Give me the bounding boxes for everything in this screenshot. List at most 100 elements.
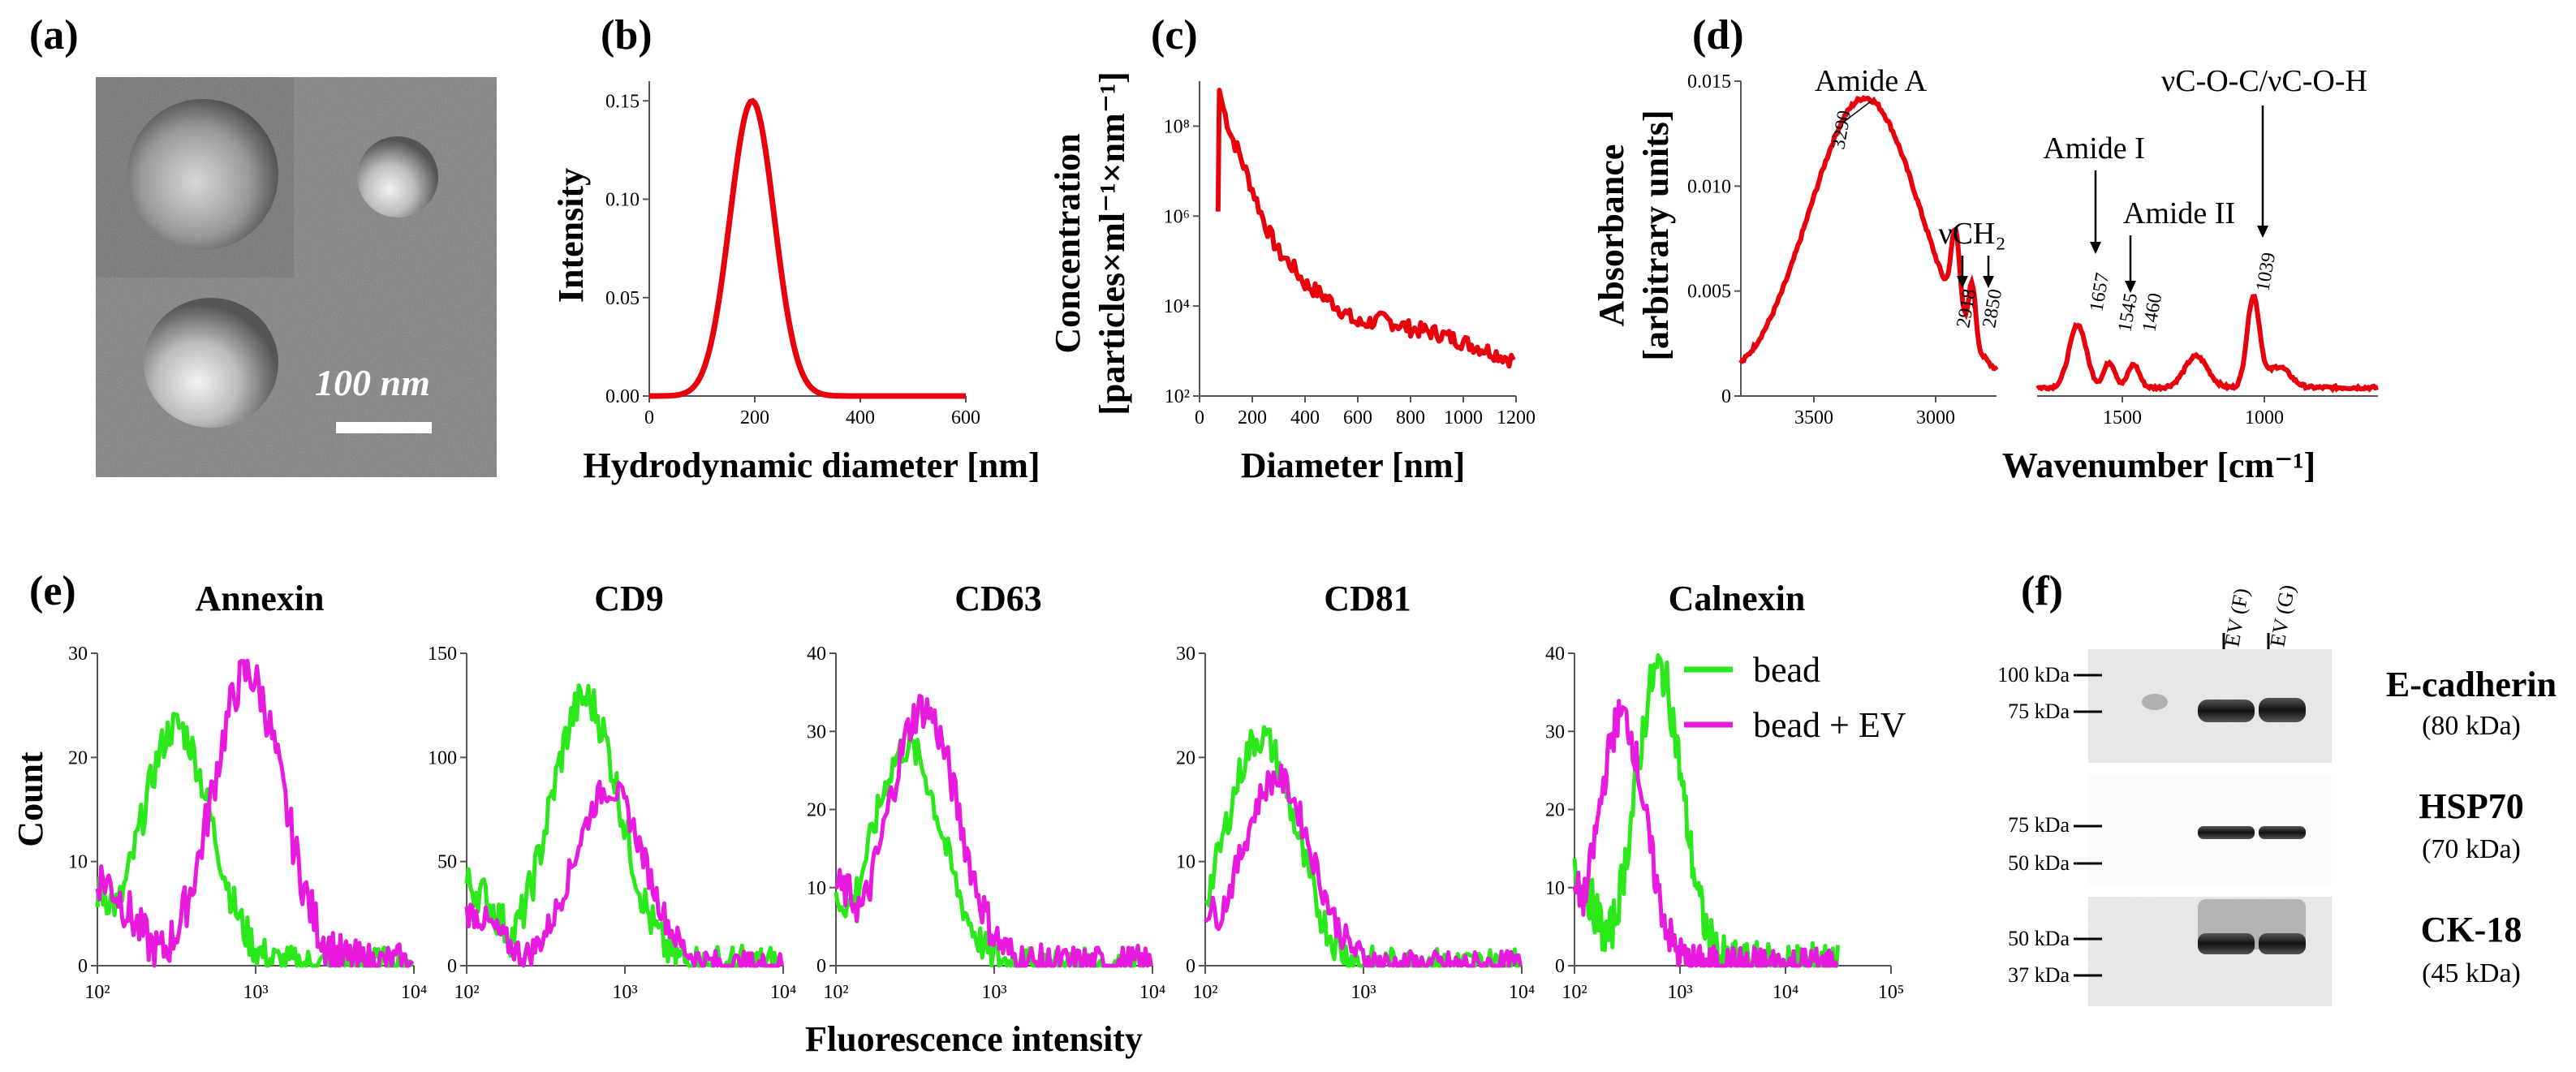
hist-ytick-label: 20 — [1176, 747, 1195, 768]
panel-b: (b) 0 200 400 600 0.00 0.05 0.10 0.15 Hydrodyna… — [551, 12, 1040, 485]
d-ann-amide-i: Amide I — [2043, 131, 2145, 166]
d-xtick-label: 3000 — [1916, 407, 1955, 428]
hist-ytick-label: 30 — [68, 644, 88, 665]
c-xtick-label: 400 — [1290, 407, 1320, 428]
b-ytick-label: 0.05 — [605, 288, 640, 309]
c-xtick-label: 600 — [1343, 407, 1372, 428]
hist-xtick-label: 10⁴ — [401, 982, 427, 1003]
marker-hsp-75: 75 kDa — [2008, 813, 2070, 837]
hist-ytick-label: 30 — [1545, 721, 1565, 743]
d-series-line-left — [1738, 95, 1999, 372]
hist-ytick-label: 20 — [68, 747, 88, 768]
panel-d-ylabel-line1: Absorbance — [1592, 144, 1631, 327]
hist-series-ev — [1572, 699, 1839, 968]
blot-ecadherin-band-g — [2259, 698, 2306, 722]
d-ann-vcoc-arrowhead — [2257, 226, 2268, 238]
blot-hsp70-band-g — [2259, 826, 2306, 839]
blot-row-kda-ck18: (45 kDa) — [2422, 958, 2521, 988]
hist-series-bead — [1572, 652, 1840, 968]
vesicle-2 — [357, 136, 438, 217]
hist-title: CD9 — [594, 579, 664, 618]
scale-bar — [336, 422, 432, 433]
d-ann-3290-line — [1843, 101, 1872, 123]
d-ytick-label: 0.010 — [1687, 176, 1731, 197]
b-ytick-label: 0.15 — [605, 91, 640, 112]
c-xtick-label: 800 — [1396, 407, 1425, 428]
d-ann-vcoc: νC-O-C/νC-O-H — [2161, 64, 2367, 98]
hist-xtick-label: 10⁵ — [1878, 982, 1904, 1003]
panel-a-letter: (a) — [29, 12, 79, 58]
hist-xtick-label: 10² — [454, 982, 479, 1003]
panel-a: (a) 100 nm — [29, 12, 497, 477]
blot-row-name-ecadherin: E-cadherin — [2386, 665, 2557, 704]
c-xtick-label: 1000 — [1444, 407, 1483, 428]
hist-ytick-label: 0 — [447, 956, 457, 977]
d-ann-vch2-arrowhead — [1983, 276, 1994, 288]
marker-ck-37: 37 kDa — [2008, 963, 2070, 987]
lane-label-ev-g: EV (G) — [2265, 583, 2299, 648]
b-ytick-label: 0.00 — [605, 386, 640, 407]
scale-bar-label: 100 nm — [315, 362, 430, 403]
d-ann-amide-a: Amide A — [1815, 64, 1928, 98]
hist-series-bead — [1204, 725, 1521, 968]
panel-d-letter: (d) — [1692, 12, 1744, 58]
hist-ytick-label: 20 — [1545, 800, 1565, 821]
hist-ytick-label: 50 — [437, 852, 457, 873]
d-ann-amide-ii-arrowhead — [2125, 281, 2136, 293]
hist-xtick-label: 10² — [84, 982, 110, 1003]
hist-series-ev — [95, 658, 415, 968]
hist-title: Annexin — [196, 579, 325, 618]
hist-ytick-label: 10 — [68, 852, 88, 873]
blot-ecadherin-faint-band — [2142, 694, 2168, 710]
hist-xtick-label: 10³ — [243, 982, 268, 1003]
d-ann-1460: 1460 — [2139, 291, 2166, 334]
hist-ytick-label: 40 — [1545, 644, 1565, 665]
d-ytick-label: 0.005 — [1687, 282, 1731, 303]
hist-xtick-label: 10² — [823, 982, 848, 1003]
panel-e-ylabel: Count — [11, 751, 50, 847]
blot-row-name-hsp70: HSP70 — [2419, 786, 2524, 826]
panel-c-xlabel: Diameter [nm] — [1241, 446, 1466, 485]
hist-xtick-label: 10⁴ — [770, 982, 796, 1003]
hist-ytick-label: 100 — [428, 747, 457, 768]
panel-b-ylabel: Intensity — [551, 168, 591, 303]
d-ann-vch2-arrowhead — [1957, 276, 1968, 288]
hist-series-ev — [1204, 763, 1523, 968]
hist-xtick-label: 10² — [1562, 982, 1587, 1003]
panel-c-letter: (c) — [1151, 12, 1198, 58]
blot-row-name-ck18: CK-18 — [2421, 910, 2522, 949]
hist-title: CD63 — [954, 579, 1042, 618]
hist-ytick-label: 10 — [1545, 878, 1565, 899]
d-ann-1545: 1545 — [2114, 291, 2142, 334]
marker-hsp-50: 50 kDa — [2008, 851, 2070, 875]
hist-ytick-label: 10 — [807, 878, 826, 899]
c-xtick-label: 1200 — [1497, 407, 1536, 428]
d-ann-vch2: νCH₂ — [1938, 217, 2005, 251]
hist-ytick-label: 0 — [1555, 956, 1565, 977]
b-series-line — [649, 97, 966, 399]
d-ytick-label: 0 — [1721, 386, 1731, 407]
panel-e-xlabel: Fluorescence intensity — [805, 1019, 1143, 1059]
hist-ytick-label: 20 — [807, 800, 826, 821]
panel-f-letter: (f) — [2021, 568, 2063, 614]
panel-b-letter: (b) — [601, 12, 653, 58]
hist-title: CD81 — [1324, 579, 1411, 618]
panel-b-plot: 0 200 400 600 0.00 0.05 0.10 0.15 — [605, 81, 980, 428]
blot-ck18-band-g — [2259, 933, 2306, 954]
c-ytick-label: 10² — [1165, 386, 1190, 407]
c-xtick-label: 0 — [1195, 407, 1204, 428]
d-ann-amide-i-arrowhead — [2090, 242, 2101, 254]
hist-xtick-label: 10⁴ — [1509, 982, 1535, 1003]
panel-f: (f) EV (F) EV (G) 100 kDa 75 kDa E-cadhe… — [1997, 568, 2557, 1006]
panel-d-ylabel-line2: [arbitrary units] — [1636, 110, 1676, 360]
marker-ecad-75: 75 kDa — [2008, 700, 2070, 723]
hist-xtick-label: 10⁴ — [1773, 982, 1798, 1003]
d-ann-vch2-number: 2850 — [1979, 287, 2006, 329]
c-xtick-label: 200 — [1238, 407, 1267, 428]
c-series-line — [1215, 88, 1516, 369]
d-ann-3290: 3290 — [1828, 109, 1855, 151]
blot-ck18-band-f — [2198, 933, 2255, 954]
hist-title: Calnexin — [1669, 579, 1806, 618]
d-ytick-label: 0.015 — [1687, 71, 1731, 93]
